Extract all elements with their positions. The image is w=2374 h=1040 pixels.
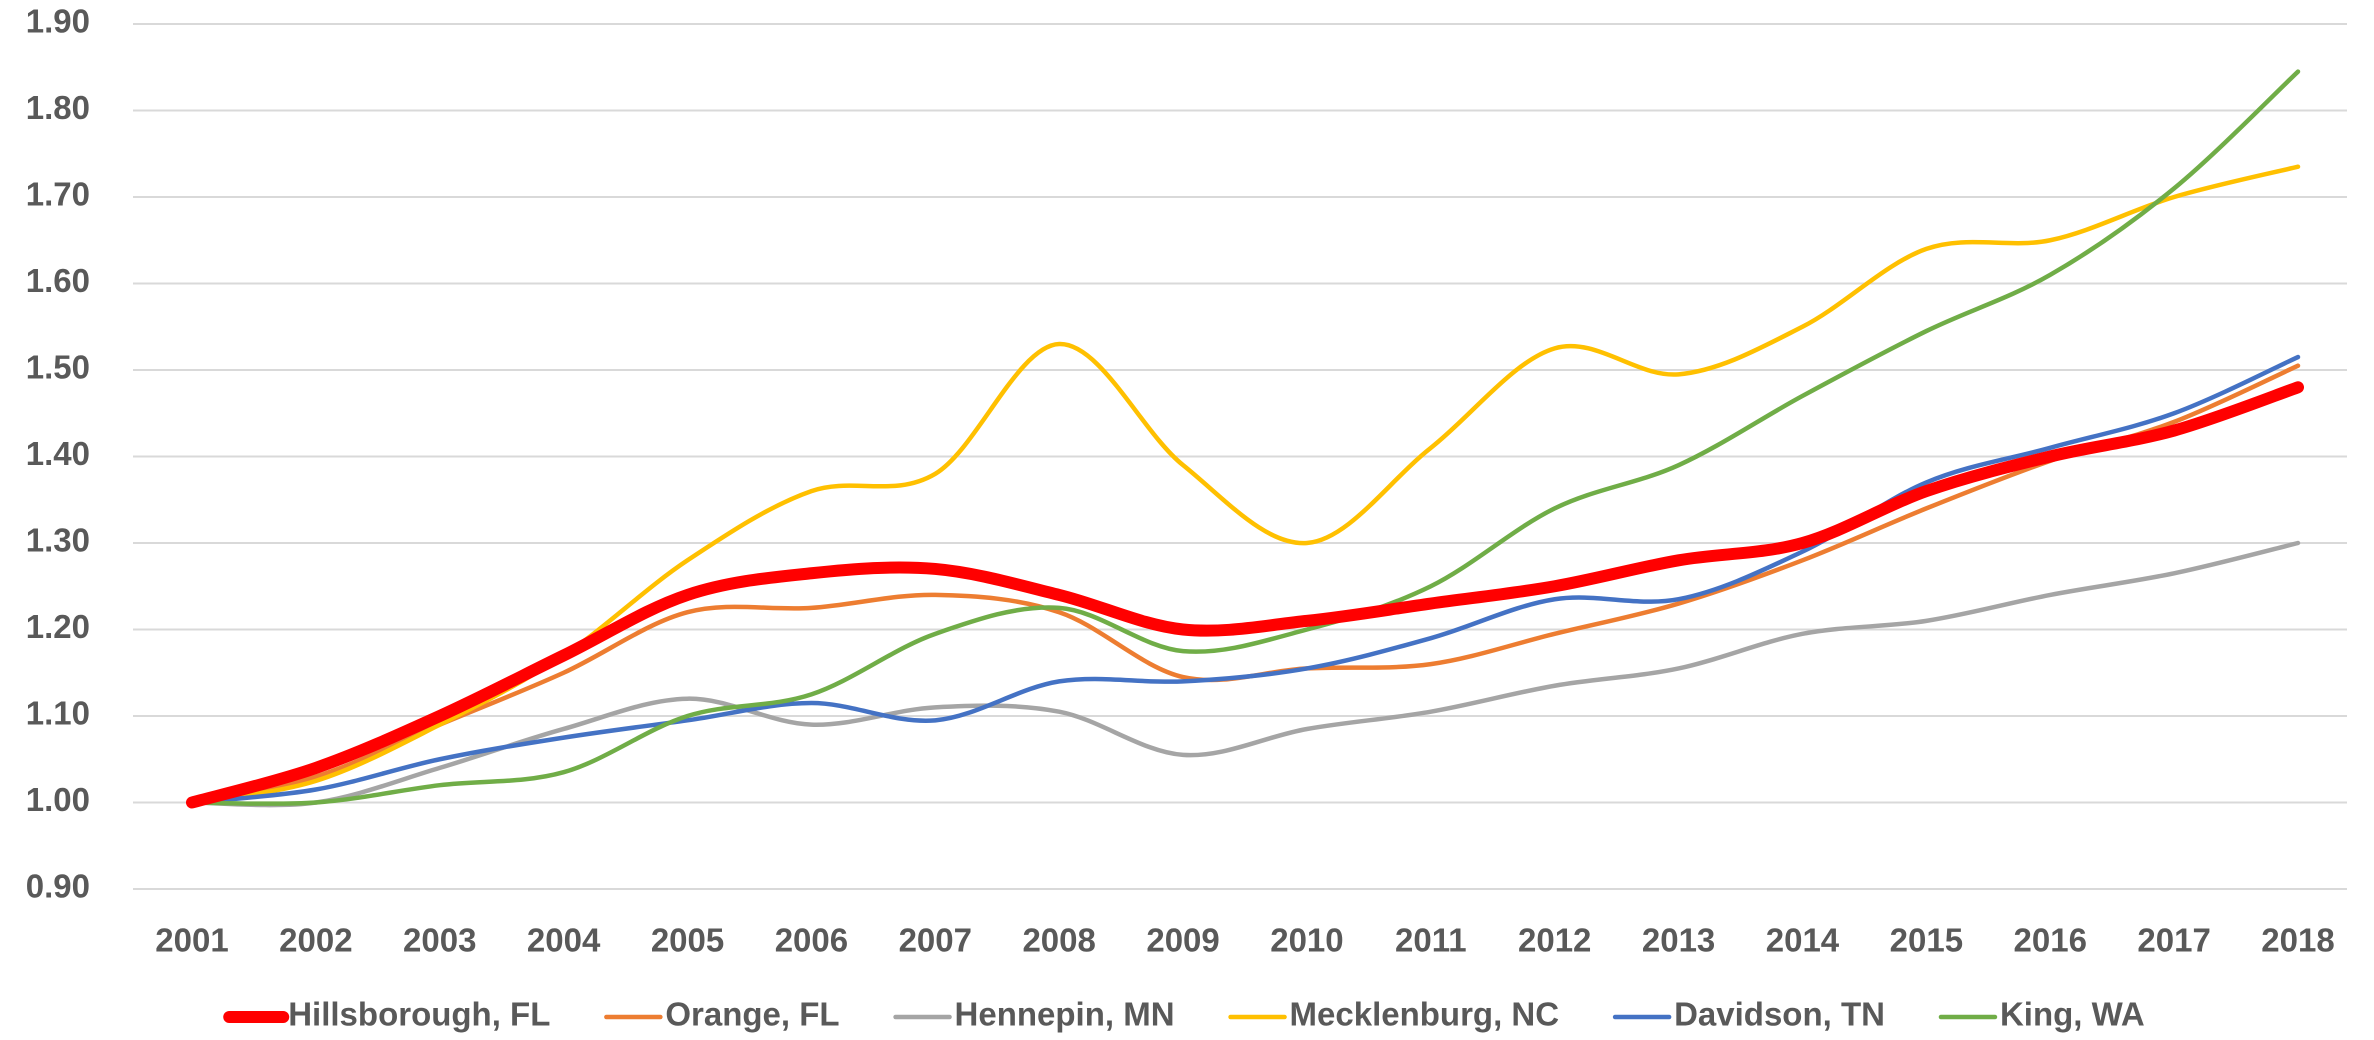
- x-tick-label: 2005: [651, 922, 724, 959]
- series-line: [189, 363, 2301, 805]
- y-tick-label: 0.90: [26, 868, 90, 905]
- x-tick-label: 2018: [2261, 922, 2334, 959]
- y-tick-label: 1.60: [26, 262, 90, 299]
- x-tick-label: 2003: [403, 922, 476, 959]
- x-tick-label: 2015: [1890, 922, 1963, 959]
- x-tick-label: 2007: [899, 922, 972, 959]
- x-tick-label: 2009: [1146, 922, 1219, 959]
- series-line: [189, 540, 2301, 808]
- y-tick-label: 1.80: [26, 89, 90, 126]
- legend-label: Davidson, TN: [1674, 996, 1885, 1033]
- legend-label: Orange, FL: [665, 996, 839, 1033]
- x-tick-label: 2013: [1642, 922, 1715, 959]
- y-tick-label: 1.90: [26, 3, 90, 40]
- series-line: [189, 354, 2301, 805]
- y-tick-label: 1.20: [26, 608, 90, 645]
- series-line: [186, 381, 2304, 809]
- x-tick-label: 2012: [1518, 922, 1591, 959]
- y-tick-label: 1.30: [26, 522, 90, 559]
- y-tick-label: 1.50: [26, 349, 90, 386]
- y-tick-label: 1.70: [26, 176, 90, 213]
- y-tick-label: 1.10: [26, 695, 90, 732]
- x-tick-label: 2001: [155, 922, 228, 959]
- x-tick-label: 2017: [2137, 922, 2210, 959]
- x-tick-label: 2008: [1022, 922, 1095, 959]
- legend-label: Mecklenburg, NC: [1290, 996, 1560, 1033]
- x-tick-label: 2016: [2014, 922, 2087, 959]
- legend-label: Hillsborough, FL: [288, 996, 550, 1033]
- x-tick-label: 2014: [1766, 922, 1840, 959]
- x-tick-label: 2011: [1395, 922, 1467, 959]
- x-tick-label: 2002: [279, 922, 352, 959]
- legend-label: Hennepin, MN: [955, 996, 1175, 1033]
- x-tick-label: 2004: [527, 922, 601, 959]
- x-tick-label: 2010: [1270, 922, 1343, 959]
- legend-label: King, WA: [2000, 996, 2145, 1033]
- series-line: [189, 69, 2301, 807]
- y-tick-label: 1.40: [26, 435, 90, 472]
- y-tick-label: 1.00: [26, 781, 90, 818]
- x-tick-label: 2006: [775, 922, 848, 959]
